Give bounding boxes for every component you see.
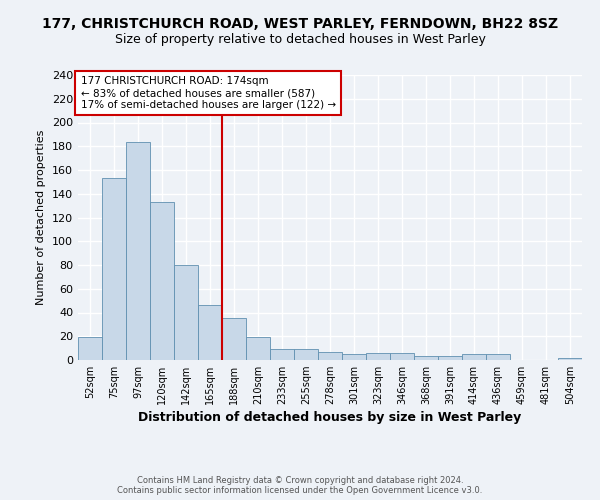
Bar <box>198 306 222 360</box>
Bar <box>150 202 174 360</box>
Bar <box>222 318 246 360</box>
Bar <box>246 338 270 360</box>
Bar <box>366 353 390 360</box>
Bar <box>174 265 198 360</box>
Text: 177, CHRISTCHURCH ROAD, WEST PARLEY, FERNDOWN, BH22 8SZ: 177, CHRISTCHURCH ROAD, WEST PARLEY, FER… <box>42 18 558 32</box>
Bar <box>294 350 318 360</box>
Y-axis label: Number of detached properties: Number of detached properties <box>37 130 46 305</box>
X-axis label: Distribution of detached houses by size in West Parley: Distribution of detached houses by size … <box>139 412 521 424</box>
Bar <box>414 356 438 360</box>
Bar <box>390 353 414 360</box>
Text: Contains HM Land Registry data © Crown copyright and database right 2024.
Contai: Contains HM Land Registry data © Crown c… <box>118 476 482 495</box>
Bar <box>462 354 486 360</box>
Bar <box>102 178 126 360</box>
Bar <box>438 356 462 360</box>
Text: Size of property relative to detached houses in West Parley: Size of property relative to detached ho… <box>115 32 485 46</box>
Bar <box>318 352 342 360</box>
Bar <box>486 354 510 360</box>
Bar <box>270 350 294 360</box>
Text: 177 CHRISTCHURCH ROAD: 174sqm
← 83% of detached houses are smaller (587)
17% of : 177 CHRISTCHURCH ROAD: 174sqm ← 83% of d… <box>80 76 335 110</box>
Bar <box>558 358 582 360</box>
Bar <box>78 338 102 360</box>
Bar <box>126 142 150 360</box>
Bar <box>342 354 366 360</box>
